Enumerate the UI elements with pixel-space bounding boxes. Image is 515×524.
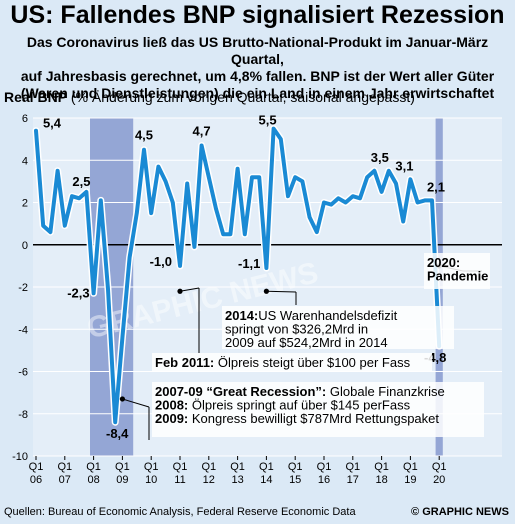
x-tick-year-label: 20 <box>433 474 445 486</box>
annotation-box <box>424 253 490 289</box>
x-tick-year-label: 10 <box>145 474 157 486</box>
annotation-leader <box>266 290 297 293</box>
x-tick-quarter-label: Q1 <box>288 461 303 473</box>
x-tick-quarter-label: Q1 <box>317 461 332 473</box>
x-tick-quarter-label: Q1 <box>345 461 360 473</box>
x-tick-year-label: 15 <box>289 474 301 486</box>
data-label: -2,3 <box>67 285 89 300</box>
x-tick-quarter-label: Q1 <box>29 461 44 473</box>
x-tick-quarter-label: Q1 <box>230 461 245 473</box>
annotation-text-rest: Kongress bewilligt $787Mrd Rettungspaket <box>188 411 439 426</box>
x-tick-year-label: 06 <box>30 474 42 486</box>
annotation-text: 2009: Kongress bewilligt $787Mrd Rettung… <box>155 411 439 426</box>
data-label: 4,7 <box>193 123 211 138</box>
data-label: 2,5 <box>72 174 90 189</box>
x-tick-year-label: 07 <box>59 474 71 486</box>
y-axis-label: Real BNP (% Änderung zum vorigen Quartal… <box>4 88 415 106</box>
x-tick-quarter-label: Q1 <box>86 461 101 473</box>
annotation-text-rest: Globale Finanzkrise <box>326 384 445 399</box>
annotation-box <box>222 306 454 349</box>
x-tick-quarter-label: Q1 <box>374 461 389 473</box>
annotation-text: 2009 auf $524,2Mrd in 2014 <box>225 335 388 350</box>
annotation-text-bold: Feb 2011: <box>155 355 214 370</box>
x-tick-year-label: 19 <box>404 474 416 486</box>
subtitle-line: auf Jahresbasis gerechnet, um 4,8% falle… <box>20 68 495 84</box>
y-tick-label: -4 <box>18 324 28 336</box>
annotation-text: springt von $326,2Mrd in <box>225 322 368 337</box>
subtitle-line: (Waren und Dienstleistungen) die ein Lan… <box>20 85 495 101</box>
annotation-marker <box>177 288 183 294</box>
series-line <box>34 126 442 425</box>
x-tick-year-label: 08 <box>87 474 99 486</box>
annotation-text-rest: springt von $326,2Mrd in <box>225 322 368 337</box>
x-tick-year-label: 17 <box>347 474 359 486</box>
x-tick-quarter-label: Q1 <box>57 461 72 473</box>
annotation-text-bold: 2020: <box>427 255 460 270</box>
annotation-marker <box>263 288 269 294</box>
subtitle-line: Das Coronavirus ließ das US Brutto-Natio… <box>26 34 489 67</box>
x-tick-quarter-label: Q1 <box>173 461 188 473</box>
annotation-box <box>152 353 432 371</box>
y-axis-label-rest: (% Änderung zum vorigen Quartal, saisona… <box>67 89 415 105</box>
annotation-text-rest: Ölpreis springt auf über $145 perFass <box>188 398 410 413</box>
y-tick-label: 4 <box>22 155 28 167</box>
y-tick-label: -2 <box>18 282 28 294</box>
annotation-text: 2014:US Warenhandelsdefizit <box>225 308 398 323</box>
data-label: 5,4 <box>43 116 62 131</box>
data-label: 4,5 <box>135 128 153 143</box>
y-axis-label-bold: Real BNP <box>4 89 68 105</box>
annotation-text-bold: Pandemie <box>427 269 488 284</box>
annotation-text-rest: Ölpreis steigt über $100 per Fass <box>214 355 410 370</box>
annotation-text: 2008: Ölpreis springt auf über $145 perF… <box>155 398 411 413</box>
annotation-text-rest: US Warenhandelsdefizit <box>258 308 397 323</box>
x-tick-year-label: 09 <box>116 474 128 486</box>
x-tick-quarter-label: Q1 <box>201 461 216 473</box>
subtitle: Das Coronavirus ließ das US Brutto-Natio… <box>0 34 515 102</box>
y-tick-label: -10 <box>12 451 28 463</box>
data-label: -8,4 <box>106 426 129 441</box>
y-tick-label: 0 <box>22 240 28 252</box>
annotation-text: Feb 2011: Ölpreis steigt über $100 per F… <box>155 355 411 370</box>
data-label: 2,1 <box>427 179 445 194</box>
x-tick-year-label: 16 <box>318 474 330 486</box>
annotation-marker <box>119 396 125 402</box>
data-label: 3,1 <box>395 158 413 173</box>
x-tick-year-label: 12 <box>203 474 215 486</box>
annotation-text: 2020: <box>427 255 460 270</box>
annotation-text: 2007-09 “Great Recession”: Globale Finan… <box>155 384 445 399</box>
data-label: -1,0 <box>150 254 172 269</box>
x-tick-quarter-label: Q1 <box>144 461 159 473</box>
y-tick-label: -8 <box>18 409 28 421</box>
annotation-leader <box>179 287 200 292</box>
x-tick-year-label: 14 <box>260 474 272 486</box>
x-tick-quarter-label: Q1 <box>432 461 447 473</box>
annotation-text: Pandemie <box>427 269 488 284</box>
annotation-text-bold: 2014: <box>225 308 258 323</box>
annotation-leader <box>122 398 150 408</box>
data-label: -1,1 <box>238 256 260 271</box>
x-tick-year-label: 13 <box>231 474 243 486</box>
data-label: 3,5 <box>371 150 389 165</box>
data-label: 5,5 <box>259 113 277 128</box>
page-title: US: Fallendes BNP signalisiert Rezession <box>10 1 505 29</box>
x-tick-quarter-label: Q1 <box>115 461 130 473</box>
x-tick-quarter-label: Q1 <box>403 461 418 473</box>
y-tick-label: 6 <box>22 113 28 125</box>
annotation-text-bold: 2007-09 “Great Recession”: <box>155 384 326 399</box>
annotation-text-bold: 2009: <box>155 411 188 426</box>
y-tick-label: 2 <box>22 198 28 210</box>
x-tick-year-label: 18 <box>375 474 387 486</box>
annotation-text-bold: 2008: <box>155 398 188 413</box>
credit: © GRAPHIC NEWS <box>411 506 509 518</box>
x-tick-year-label: 11 <box>174 474 185 486</box>
x-tick-quarter-label: Q1 <box>259 461 274 473</box>
source-note: Quellen: Bureau of Economic Analysis, Fe… <box>4 506 356 518</box>
y-tick-label: -6 <box>18 367 28 379</box>
gdp-line-chart: 6420-2-4-6-8-10Q106Q107Q108Q109Q110Q111Q… <box>12 113 502 486</box>
annotation-box <box>152 382 484 437</box>
annotation-text-rest: 2009 auf $524,2Mrd in 2014 <box>225 335 388 350</box>
